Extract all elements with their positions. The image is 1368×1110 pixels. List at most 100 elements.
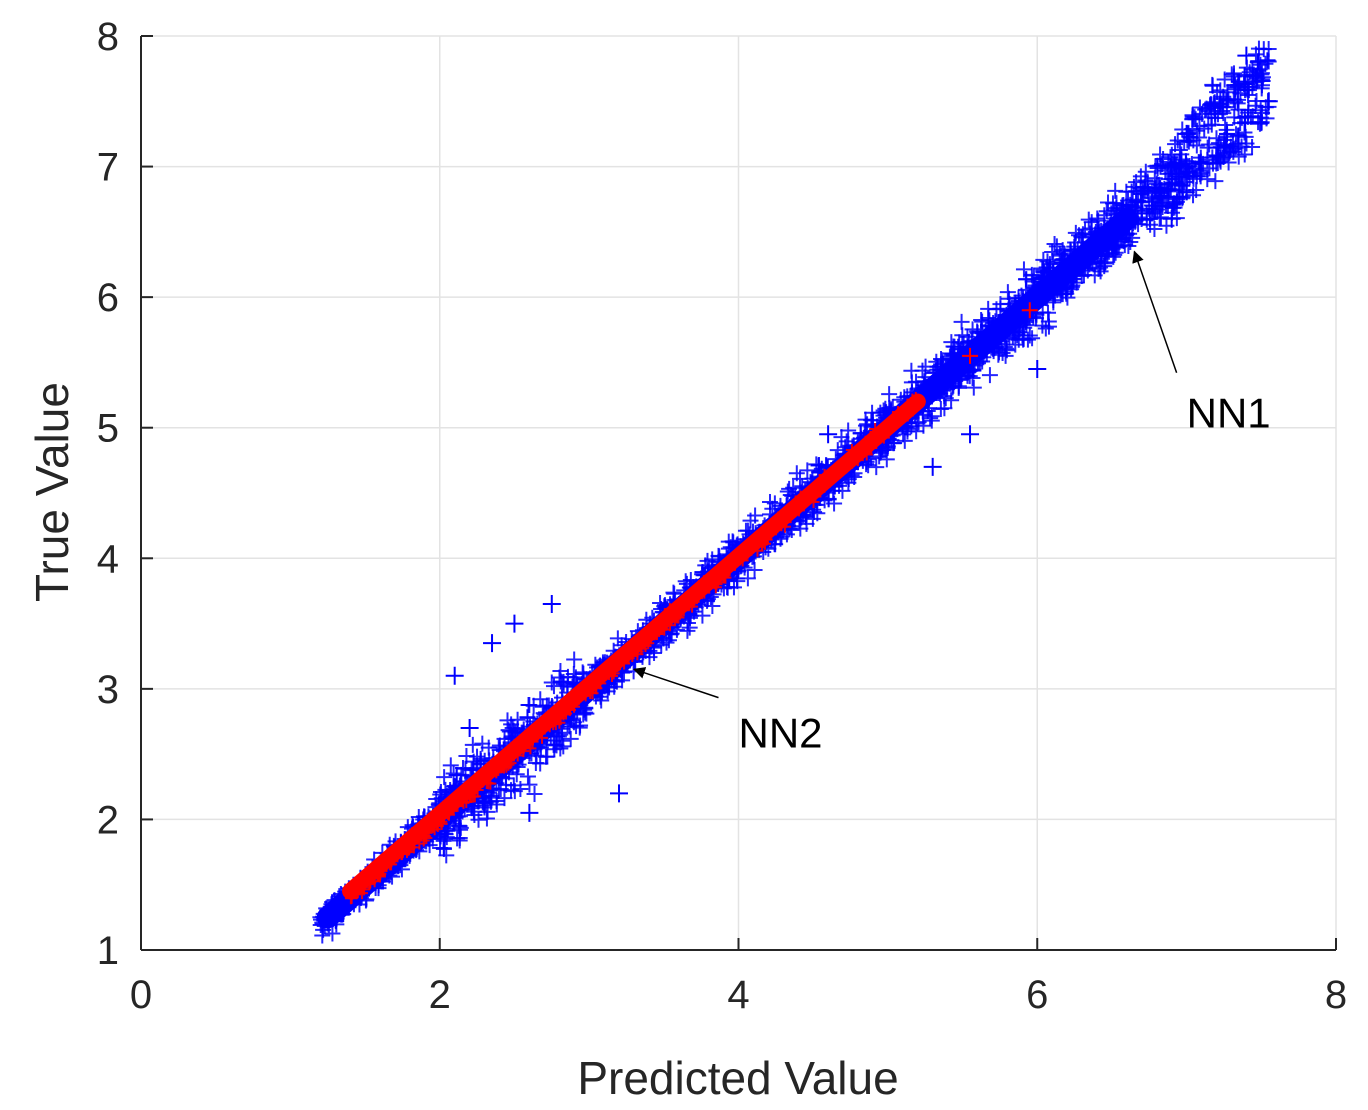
data-point-nn1 <box>833 429 850 446</box>
data-point-nn1 <box>994 344 1011 361</box>
x-tick-label: 6 <box>1026 973 1048 1017</box>
y-tick-label: 5 <box>97 407 119 451</box>
data-point-nn1 <box>1242 108 1259 125</box>
data-point-nn1 <box>1259 52 1276 69</box>
data-point-nn1 <box>1228 126 1245 143</box>
labels: Predicted Value True Value <box>26 382 899 1104</box>
data-point-nn2 <box>608 662 621 675</box>
data-point-nn1 <box>1225 68 1242 85</box>
data-point-nn2 <box>877 431 890 444</box>
data-point-nn1 <box>483 634 502 653</box>
data-point-nn1 <box>1107 182 1124 199</box>
data-point-nn1 <box>792 470 808 487</box>
data-point-nn1 <box>451 830 468 847</box>
data-point-nn1 <box>980 300 997 317</box>
data-point-nn1 <box>478 810 495 827</box>
x-tick-label: 4 <box>727 973 749 1017</box>
data-point-nn1 <box>1221 144 1238 161</box>
data-point-nn1 <box>1174 190 1191 207</box>
data-point-nn1 <box>747 507 764 524</box>
data-point-nn1 <box>1102 222 1121 241</box>
data-point-nn1 <box>609 630 626 647</box>
axes: 0 2 4 6 8 1 2 3 4 5 6 7 8 <box>97 15 1347 1017</box>
data-point-nn1 <box>1201 160 1218 177</box>
data-point-nn1 <box>1144 197 1161 214</box>
data-point-nn1 <box>1018 271 1034 288</box>
data-point-nn2 <box>676 602 689 615</box>
data-point-nn2 <box>401 834 418 851</box>
data-point-nn1 <box>1037 320 1054 337</box>
data-point-nn1 <box>610 784 628 803</box>
data-point-nn1 <box>954 327 971 344</box>
data-point-nn2 <box>909 393 926 410</box>
data-point-nn2 <box>663 602 676 615</box>
data-point-nn1 <box>455 760 472 777</box>
data-point-nn2 <box>355 875 368 888</box>
data-point-nn2 <box>681 593 694 606</box>
data-point-nn2 <box>897 406 910 419</box>
data-point-nn1 <box>779 483 796 500</box>
data-point-nn2 <box>962 347 979 364</box>
data-point-nn1 <box>1109 239 1126 256</box>
data-point-nn1 <box>464 736 481 753</box>
data-point-nn1 <box>435 840 452 857</box>
data-point-nn2 <box>504 757 517 770</box>
data-point-nn2 <box>469 778 482 791</box>
data-point-nn1 <box>1171 142 1188 159</box>
data-point-nn1 <box>1170 188 1187 205</box>
data-point-nn1 <box>875 402 892 419</box>
data-point-nn2 <box>869 422 882 435</box>
data-point-nn1 <box>1152 209 1169 226</box>
data-point-nn1 <box>819 425 838 444</box>
data-point-nn2 <box>628 642 641 655</box>
data-point-nn1 <box>474 735 491 752</box>
data-point-nn1 <box>1230 127 1247 144</box>
data-point-nn2 <box>722 554 735 567</box>
data-point-nn1 <box>746 561 763 578</box>
data-point-nn1 <box>1139 173 1156 190</box>
data-point-nn2 <box>500 748 513 761</box>
data-point-nn2 <box>428 814 441 827</box>
data-point-nn1 <box>488 793 505 810</box>
data-point-nn1 <box>1071 227 1087 244</box>
data-point-nn2 <box>621 646 634 659</box>
data-point-nn2 <box>460 795 473 808</box>
data-point-nn1 <box>1203 116 1220 133</box>
data-point-nn1 <box>915 417 932 434</box>
data-point-nn1 <box>324 925 341 942</box>
data-point-nn2 <box>879 419 896 436</box>
data-point-nn2 <box>869 436 882 449</box>
data-point-nn1 <box>965 379 982 396</box>
data-point-nn1 <box>445 666 464 685</box>
data-point-nn1 <box>442 757 459 774</box>
data-point-nn2 <box>700 576 717 593</box>
data-point-nn2 <box>605 669 618 682</box>
data-point-nn2 <box>735 547 748 560</box>
data-point-nn1 <box>886 434 903 451</box>
data-point-nn1 <box>565 665 582 682</box>
data-point-nn1 <box>1133 185 1150 202</box>
data-point-nn1 <box>1237 46 1256 65</box>
data-point-nn2 <box>631 648 644 661</box>
plot-area <box>312 40 1278 944</box>
y-tick-label: 6 <box>97 276 119 320</box>
data-point-nn1 <box>704 597 721 614</box>
data-point-nn1 <box>542 594 561 613</box>
x-axis-title: Predicted Value <box>577 1052 898 1104</box>
data-point-nn1 <box>999 284 1016 301</box>
data-point-nn1 <box>936 400 953 417</box>
annotation-label: NN2 <box>739 710 823 757</box>
data-point-nn2 <box>544 713 557 726</box>
data-point-nn2 <box>364 867 377 880</box>
y-tick-label: 4 <box>97 537 119 581</box>
data-point-nn1 <box>520 696 537 713</box>
data-point-nn2 <box>517 741 530 754</box>
annotation-arrow <box>632 667 719 699</box>
data-point-nn2 <box>716 565 729 578</box>
data-point-nn2 <box>368 875 381 888</box>
data-point-nn1 <box>1169 132 1186 149</box>
data-point-nn1 <box>526 786 543 803</box>
data-point-nn2 <box>829 466 842 479</box>
data-point-nn2 <box>807 496 820 509</box>
